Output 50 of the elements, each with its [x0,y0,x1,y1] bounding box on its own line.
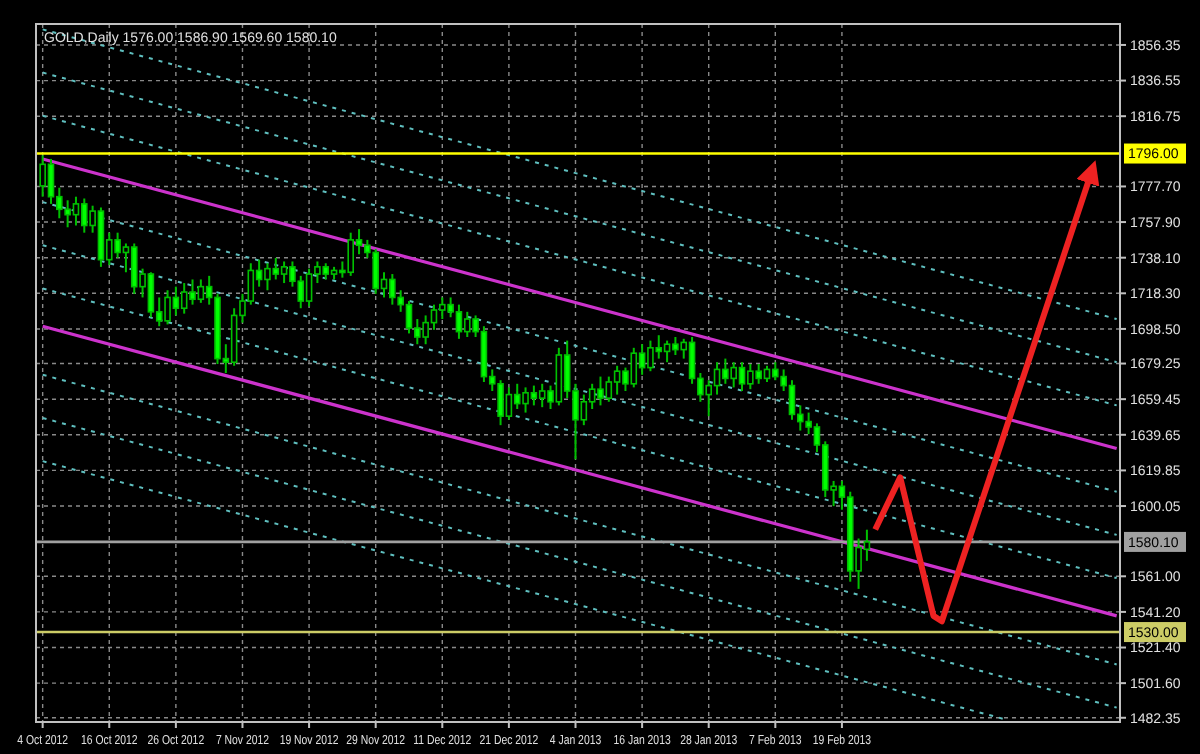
candlestick [47,157,55,205]
candlestick [788,379,796,421]
candlestick [455,303,463,340]
candlestick [613,364,621,396]
candlestick [647,339,654,373]
candlestick [530,384,538,407]
candlestick [164,289,171,326]
candlestick [147,271,155,319]
candlestick [280,260,288,285]
candlestick [663,339,671,364]
candlestick [347,231,355,277]
candlestick [605,375,613,403]
candlestick [730,361,737,389]
candlestick [513,382,521,410]
candlestick [39,154,46,198]
candlestick [64,199,71,229]
candlestick [580,393,588,427]
candlestick [189,278,196,306]
candlestick [463,310,471,339]
candlestick [272,256,280,281]
candlestick [738,361,746,392]
candlestick [72,195,80,227]
candlestick [297,274,305,310]
candlestick [197,278,205,304]
candlestick [480,325,488,383]
candlestick [555,346,563,407]
candlestick [389,273,396,306]
candlestick [372,247,379,295]
candlestick [114,231,121,259]
candlestick [538,382,546,409]
candlestick [80,197,88,234]
candlestick [497,379,504,427]
candlestick [505,386,513,421]
candlestick [172,285,180,317]
candlestick [230,307,238,367]
candlestick [755,363,762,385]
candlestick [722,357,729,385]
candlestick [180,282,188,315]
candlestick [422,314,429,346]
candlestick [655,334,663,360]
candlestick [264,262,271,292]
candlestick [747,363,754,391]
candlestick [305,267,313,308]
candlestick [522,386,529,414]
candlestick [405,300,413,335]
candlestick [438,296,446,321]
candlestick [130,242,138,295]
candlestick [630,346,638,389]
candlestick [597,375,604,407]
candlestick [430,303,438,331]
